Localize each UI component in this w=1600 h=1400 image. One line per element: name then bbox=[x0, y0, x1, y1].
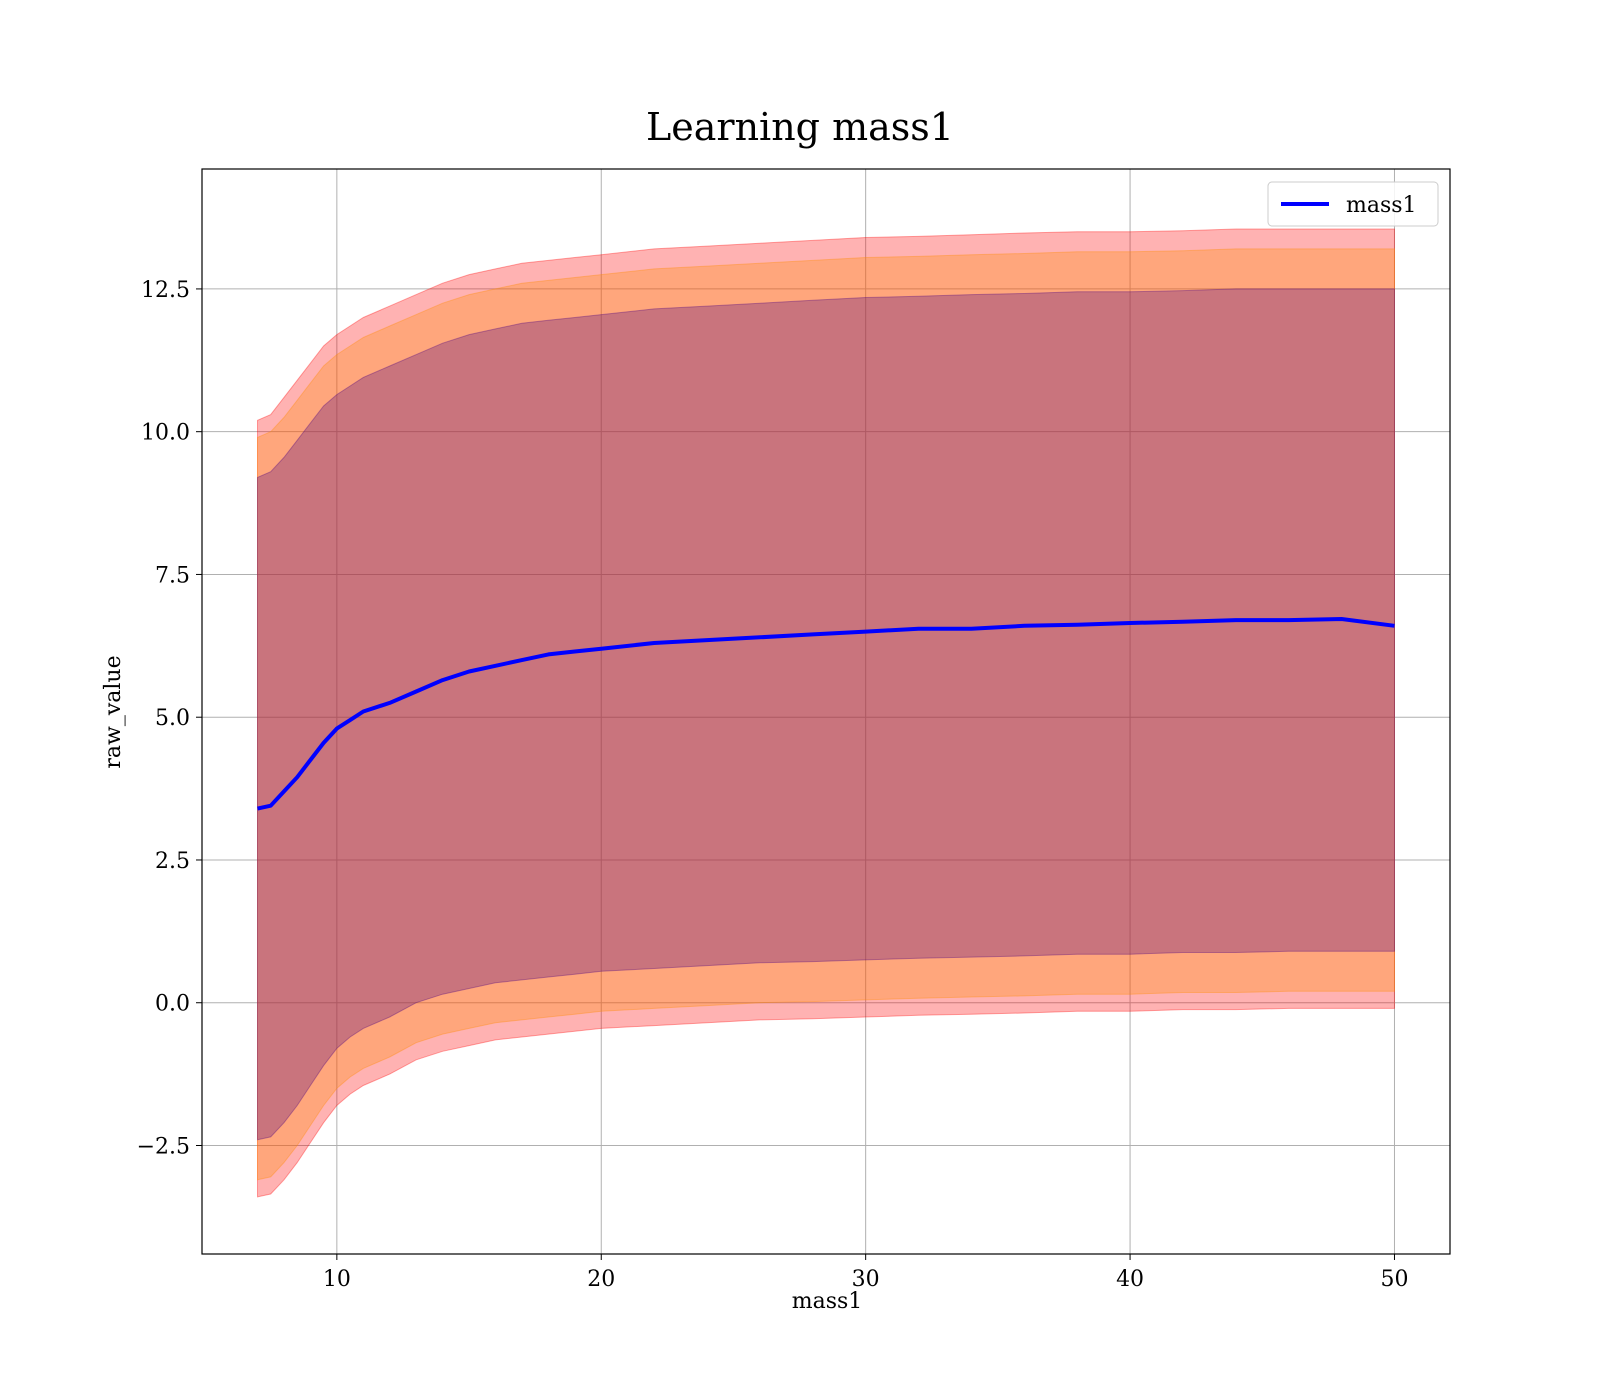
y-tick-label: 5.0 bbox=[155, 706, 190, 731]
x-tick-label: 50 bbox=[1380, 1267, 1408, 1292]
legend-label-mass1: mass1 bbox=[1346, 193, 1417, 218]
x-tick-label: 40 bbox=[1116, 1267, 1144, 1292]
y-axis-ticks: −2.5 0.0 2.5 5.0 7.5 10.0 12.5 bbox=[137, 278, 202, 1160]
y-tick-label: 2.5 bbox=[155, 849, 190, 874]
series-line-mass1 bbox=[257, 617, 1395, 811]
x-axis-label: mass1 bbox=[792, 1289, 863, 1314]
x-tick-label: 30 bbox=[852, 1267, 880, 1292]
series-lines bbox=[257, 617, 1395, 811]
legend: mass1 bbox=[1267, 181, 1439, 227]
x-axis-ticks: 10 20 30 40 50 bbox=[323, 1254, 1408, 1292]
gridlines bbox=[202, 169, 1450, 1254]
y-axis-label: raw_value bbox=[101, 655, 126, 768]
legend-box bbox=[1267, 181, 1439, 227]
band-middle bbox=[257, 248, 1395, 1181]
plot-frame bbox=[201, 168, 1451, 1255]
y-tick-label: −2.5 bbox=[137, 1135, 190, 1160]
y-tick-label: 0.0 bbox=[155, 992, 190, 1017]
y-tick-label: 7.5 bbox=[155, 563, 190, 588]
confidence-bands bbox=[257, 228, 1395, 1198]
x-tick-label: 10 bbox=[323, 1267, 351, 1292]
chart-title: Learning mass1 bbox=[646, 105, 954, 149]
y-tick-label: 12.5 bbox=[141, 278, 190, 303]
y-tick-label: 10.0 bbox=[141, 421, 190, 446]
x-tick-label: 20 bbox=[587, 1267, 615, 1292]
band-inner bbox=[257, 288, 1395, 1141]
band-outer bbox=[257, 228, 1395, 1198]
